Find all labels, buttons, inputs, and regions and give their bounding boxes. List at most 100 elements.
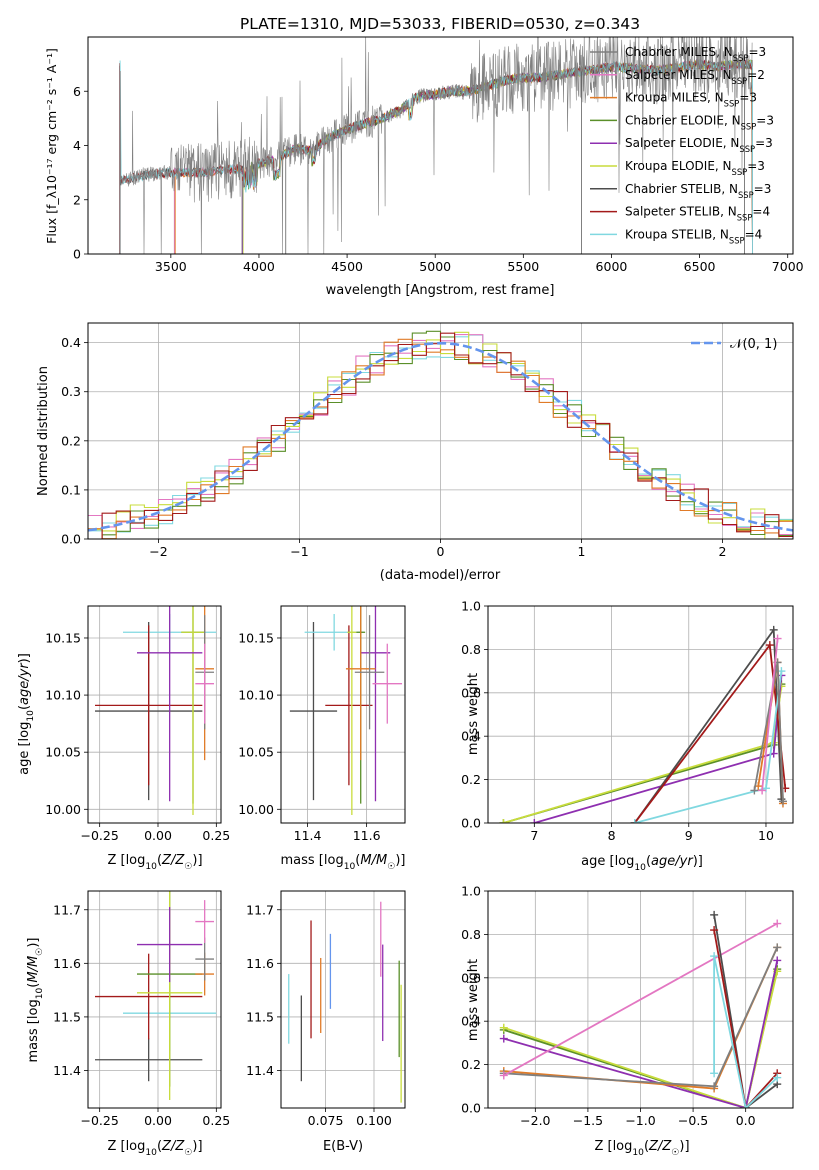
- x-tick-label: −0.25: [81, 1113, 119, 1128]
- y-tick-label: 10.00: [45, 802, 81, 817]
- errorbar-point: [345, 606, 376, 761]
- axes-frame: [280, 605, 406, 824]
- legend-label: Kroupa STELIB, NSSP=4: [625, 227, 762, 245]
- legend-label: Chabrier MILES, NSSP=3: [625, 45, 766, 63]
- legend-label: Salpeter STELIB, NSSP=4: [625, 205, 770, 223]
- panel-residuals: −2 −1 0 1 2 0.0 0.1 0.2 0.3 0.4 (data-model)/error…: [36, 322, 794, 583]
- x-tick-label: 0.100: [356, 1113, 392, 1128]
- x-tick-label: 0.0: [736, 1113, 756, 1128]
- y-tick-label: 1.0: [461, 599, 481, 614]
- x-tick-label: 4500: [331, 259, 363, 274]
- weight-line: [503, 960, 779, 1108]
- y-tick-label: 11.7: [246, 902, 274, 917]
- errorbar-point: [325, 625, 373, 786]
- y-tick-label: 0: [73, 247, 81, 262]
- plus-marker: [499, 1023, 508, 1032]
- y-tick-label: 0.4: [61, 335, 81, 350]
- x-tick-label: 0: [437, 544, 445, 559]
- y-tick-label: 10.10: [45, 688, 81, 703]
- errorbar-point: [372, 643, 403, 724]
- x-tick-label: −1.5: [573, 1113, 603, 1128]
- panel-mass_vs_Z: −0.25 0.00 0.25 11.4 11.5 11.6 11.7 Z [log10(Z/…: [26, 890, 230, 1158]
- y-tick-label: 4: [73, 138, 81, 153]
- x-axis-label: E(B-V): [323, 1139, 363, 1154]
- y-axis-label: age [log10(age/yr)]: [17, 653, 36, 775]
- axes-frame: [487, 605, 794, 824]
- x-tick-label: 0.25: [202, 828, 230, 843]
- x-axis-label: wavelength [Angstrom, rest frame]: [326, 283, 555, 298]
- x-tick-label: 6000: [596, 259, 628, 274]
- axes-frame: [280, 890, 406, 1109]
- x-tick-label: 0.075: [308, 1113, 344, 1128]
- y-tick-label: 10.15: [238, 630, 274, 645]
- y-tick-label: 11.5: [53, 1009, 81, 1024]
- y-tick-label: 10.05: [238, 745, 274, 760]
- x-tick-label: 0.00: [144, 828, 172, 843]
- errorbar-point: [137, 907, 203, 983]
- y-tick-label: 0.4: [461, 729, 481, 744]
- x-axis-label: age [log10(age/yr)]: [581, 854, 703, 873]
- x-tick-label: 9: [685, 828, 693, 843]
- plot-area: [88, 330, 793, 539]
- panel-mass_weight_vs_age: 7 8 9 10 0.0 0.2 0.4 0.6 0.8 1.0 age [log10(age/yr…: [461, 599, 794, 873]
- x-tick-label: −2.0: [520, 1113, 550, 1128]
- weight-line: [761, 638, 779, 791]
- errorbar-point: [95, 1038, 203, 1082]
- plus-marker: [773, 919, 782, 928]
- y-tick-label: 0.8: [461, 642, 481, 657]
- plot-area: [499, 625, 790, 823]
- y-tick-label: 11.4: [53, 1063, 81, 1078]
- x-tick-label: 4000: [243, 259, 275, 274]
- x-tick-label: −1: [290, 544, 308, 559]
- legend-label: Chabrier STELIB, NSSP=3: [625, 182, 771, 200]
- y-tick-label: 11.6: [53, 956, 81, 971]
- x-axis-label: mass [log10(M/M☉)]: [281, 853, 406, 872]
- errorbar-point: [95, 625, 203, 786]
- errorbar-point: [360, 606, 391, 802]
- errorbar-point: [195, 937, 214, 981]
- plot-area: [288, 901, 402, 1103]
- plus-marker: [630, 819, 639, 823]
- y-axis-label: mass [log10(M/M☉)]: [26, 938, 45, 1063]
- panel-age_vs_Z: −0.25 0.00 0.25 10.00 10.05 10.10 10.15 Z [log1…: [17, 605, 230, 872]
- y-tick-label: 10.05: [45, 745, 81, 760]
- plot-area: [95, 606, 217, 816]
- y-tick-label: 11.4: [246, 1063, 274, 1078]
- y-tick-label: 0.1: [61, 482, 81, 497]
- plus-marker: [499, 1034, 508, 1043]
- y-tick-label: 0.3: [61, 384, 81, 399]
- data-spectrum-line: [120, 37, 753, 254]
- weight-line: [503, 971, 779, 1108]
- plus-marker: [499, 1071, 508, 1080]
- histogram-steps: [88, 334, 793, 533]
- x-tick-label: −0.5: [678, 1113, 708, 1128]
- spectrum-legend: Chabrier MILES, NSSP=3 Salpeter MILES, NS…: [590, 45, 774, 245]
- figure-title: PLATE=1310, MJD=53033, FIBERID=0530, z=0…: [240, 15, 640, 33]
- x-axis-label: (data-model)/error: [380, 568, 501, 583]
- x-tick-label: 0.25: [202, 1113, 230, 1128]
- x-tick-label: 8: [608, 828, 616, 843]
- weight-line: [713, 914, 778, 1108]
- legend-label: Salpeter ELODIE, NSSP=3: [625, 136, 773, 154]
- errorbar-point: [181, 606, 205, 816]
- legend-label: Salpeter MILES, NSSP=2: [625, 68, 765, 86]
- histogram-steps: [88, 332, 793, 539]
- y-tick-label: 0.4: [461, 1014, 481, 1029]
- panel-spectrum: 3500 4000 4500 5000 5500 6000 6500 7000 0 2 4 6 wave…: [44, 36, 804, 298]
- plot-area: [499, 910, 782, 1108]
- plus-marker: [773, 956, 782, 965]
- y-tick-label: 2: [73, 192, 81, 207]
- x-tick-label: 5000: [419, 259, 451, 274]
- plus-marker: [773, 943, 782, 952]
- plus-marker: [741, 1104, 750, 1108]
- panel-mass_vs_ebv: 0.075 0.100 11.4 11.5 11.6 11.7 E(B-V): [246, 890, 406, 1154]
- weight-line: [713, 929, 778, 1108]
- errorbar-point: [195, 900, 214, 943]
- plus-marker: [710, 1082, 719, 1091]
- legend-label: Kroupa MILES, NSSP=3: [625, 91, 757, 109]
- x-tick-label: 11.6: [353, 828, 381, 843]
- x-tick-label: 2: [719, 544, 727, 559]
- plus-marker: [765, 641, 774, 650]
- errorbar-point: [195, 643, 214, 724]
